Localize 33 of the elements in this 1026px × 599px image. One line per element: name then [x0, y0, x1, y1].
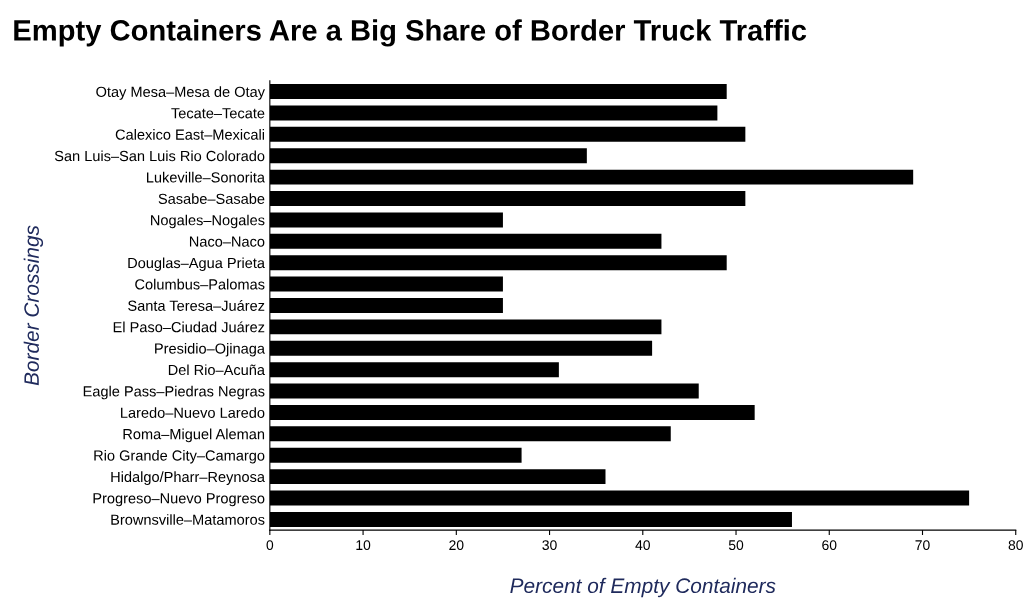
x-tick-label: 0 — [266, 540, 274, 551]
y-tick-label: El Paso–Ciudad Juárez — [113, 321, 265, 333]
y-tick-label: Otay Mesa–Mesa de Otay — [96, 86, 265, 100]
y-tick-label: Roma–Miguel Aleman — [123, 428, 265, 443]
y-tick-label: Santa Teresa–Juárez — [128, 300, 265, 311]
x-tick-label: 80 — [1008, 540, 1023, 551]
x-tick-label: 70 — [915, 540, 930, 551]
y-tick-label: Lukeville–Sonorita — [147, 171, 265, 183]
x-tick-label: 50 — [728, 540, 744, 551]
x-tick-label: 10 — [356, 540, 371, 551]
x-axis-title: Percent of Empty Containers — [510, 577, 776, 598]
y-tick-label: Laredo–Nuevo Laredo — [121, 407, 265, 418]
y-tick-label: Tecate–Tecate — [171, 108, 265, 119]
y-tick-label: Eagle Pass–Piedras Negras — [83, 385, 265, 400]
y-tick-label: Naco–Naco — [189, 236, 265, 247]
y-tick-label: San Luis–San Luis Rio Colorado — [54, 150, 265, 162]
y-tick-label: Columbus–Palomas — [135, 278, 265, 290]
y-tick-label: Presidio–Ojinaga — [155, 342, 265, 357]
y-axis-title: Border Crossings — [23, 225, 44, 386]
y-tick-label: Nogales–Nogales — [151, 214, 265, 229]
y-tick-label: Del Rio–Acuña — [168, 364, 265, 376]
x-tick-label: 30 — [542, 540, 557, 551]
chart-title: Empty Containers Are a Big Share of Border Truck Traffic — [14, 19, 807, 47]
y-tick-label: Progreso–Nuevo Progreso — [93, 493, 265, 507]
y-tick-label: Hidalgo/Pharr–Reynosa — [111, 471, 265, 485]
x-tick-label: 40 — [635, 540, 650, 551]
y-tick-label: Sasabe–Sasabe — [158, 193, 265, 204]
y-tick-label: Calexico East–Mexicali — [115, 129, 264, 140]
y-tick-label: Brownsville–Matamoros — [111, 514, 265, 525]
y-tick-label: Rio Grande City–Camargo — [94, 449, 265, 464]
x-tick-label: 60 — [822, 540, 837, 551]
x-tick-label: 20 — [449, 540, 464, 551]
y-tick-label: Douglas–Agua Prieta — [128, 257, 265, 272]
